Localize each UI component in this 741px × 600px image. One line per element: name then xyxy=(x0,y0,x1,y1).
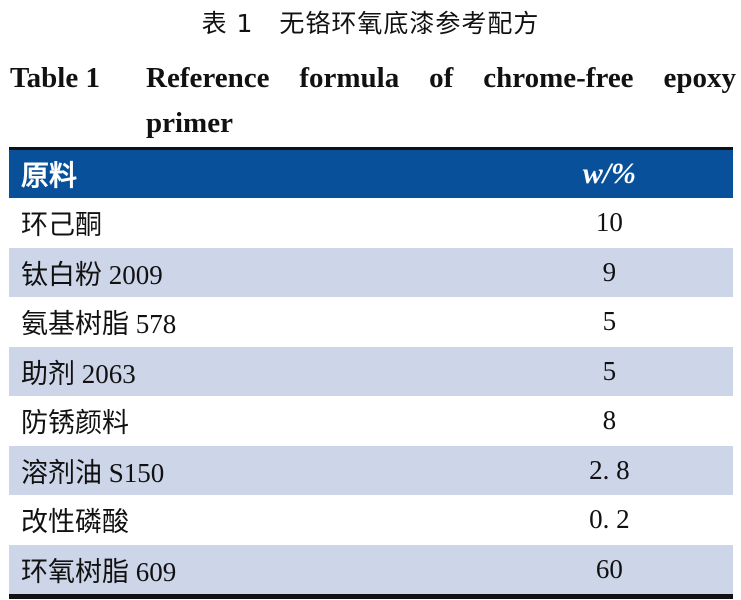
table-row: 钛白粉 2009 9 xyxy=(9,247,733,297)
material-cell: 防锈颜料 xyxy=(21,408,129,439)
material-cell: 钛白粉 2009 xyxy=(9,247,336,297)
header-material: 原料 xyxy=(9,148,336,198)
value-cell: 10 xyxy=(595,207,623,238)
table-label: Table 1 xyxy=(10,62,100,94)
table-row: 环氧树脂 609 60 xyxy=(9,544,733,597)
material-cell: 环己酮 xyxy=(21,210,102,241)
table-caption-english: Table 1 Reference formula of chrome-free… xyxy=(10,56,736,139)
table-row: 助剂 2063 5 xyxy=(9,346,733,396)
material-cell: 环氧树脂 609 xyxy=(9,544,336,597)
header-mass-fraction: w/% xyxy=(335,148,733,198)
value-cell: 5 xyxy=(335,346,733,396)
material-cell: 溶剂油 S150 xyxy=(9,445,336,495)
value-cell: 0. 2 xyxy=(589,504,630,535)
material-cell: 助剂 2063 xyxy=(9,346,336,396)
value-cell: 9 xyxy=(335,247,733,297)
table-caption-chinese: 表 1 无铬环氧底漆参考配方 xyxy=(201,9,540,38)
table-title: Reference formula of chrome-free epoxy p… xyxy=(146,62,736,139)
table-row: 防锈颜料 8 xyxy=(9,396,733,446)
header-row: 原料 w/% xyxy=(9,148,733,198)
value-cell: 60 xyxy=(335,544,733,597)
table-row: 改性磷酸 0. 2 xyxy=(9,495,733,545)
value-cell: 5 xyxy=(602,306,617,337)
material-cell: 改性磷酸 xyxy=(21,507,129,538)
table-row: 氨基树脂 578 5 xyxy=(9,297,733,347)
value-cell: 2. 8 xyxy=(335,445,733,495)
formula-table: 原料 w/% 环己酮 10 钛白粉 2009 9 氨基树脂 578 5 助剂 2063… xyxy=(9,147,733,599)
table-row: 溶剂油 S150 2. 8 xyxy=(9,445,733,495)
table-row: 环己酮 10 xyxy=(9,198,733,248)
material-cell: 氨基树脂 578 xyxy=(21,309,177,340)
value-cell: 8 xyxy=(602,405,617,436)
